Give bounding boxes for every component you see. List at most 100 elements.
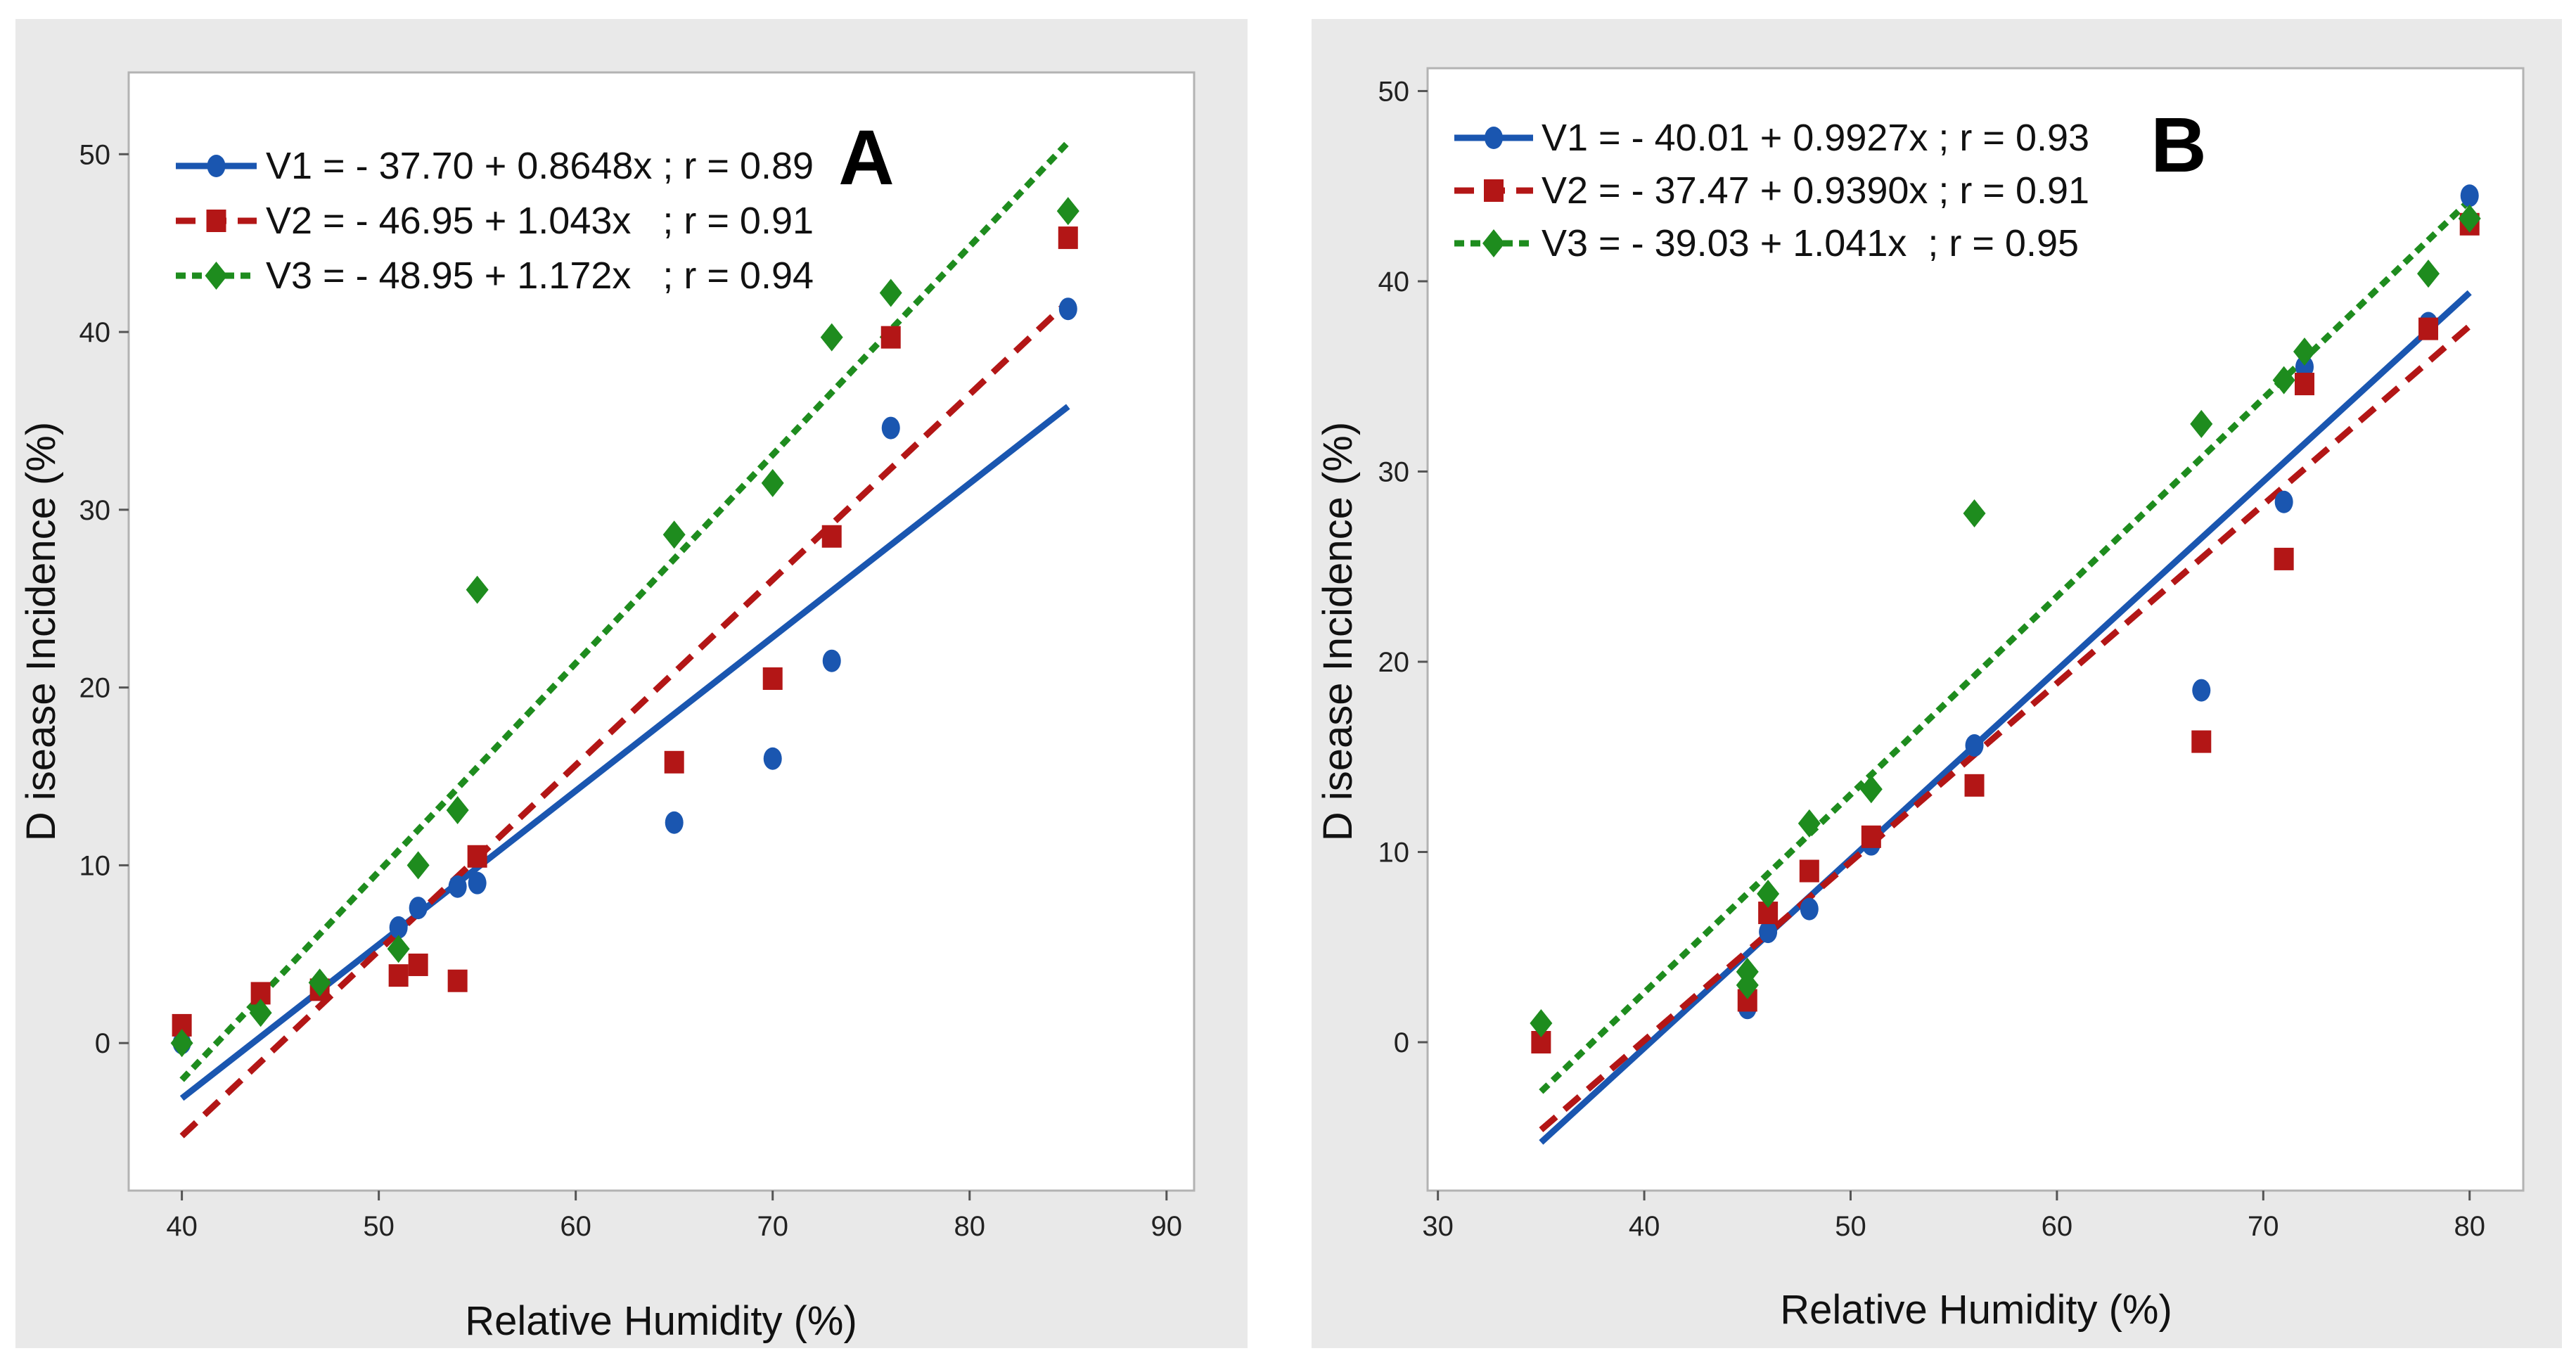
panel-a-y-tick-label: 50 [79,139,111,170]
panel-a-v1-point [822,649,841,672]
panel-a-v3-regression-line [179,140,1071,1082]
panel-a-v2-point [880,326,901,349]
panel-a-x-tick-label: 70 [757,1211,788,1242]
panel-b-v3-point [1757,880,1780,909]
panel-a-legend-marker-v3 [205,262,228,290]
panel-b-v2-point [2294,373,2314,396]
panel-a-v3-point [466,575,489,604]
panel-a-legend-marker-v1 [207,155,226,177]
panel-b-y-tick-label: 20 [1378,647,1410,678]
panel-a-x-tick-label: 60 [560,1211,591,1242]
panel-b-v2-point [2191,730,2212,753]
panel-a-v1-point [881,416,900,440]
panel-b-v3-point [2293,338,2316,366]
panel-a-v3-point [387,935,410,963]
panel-a-label: A [838,115,894,201]
panel-b-data-points [1530,184,2481,1054]
panel-b-v1-regression-line [1539,290,2472,1145]
panel-a-v3-point [308,968,331,997]
panel-b-y-tick-label: 0 [1394,1027,1409,1058]
panel-a-v2-point [388,964,409,987]
panel-b-v3-point [2190,409,2213,438]
panel-a-v2-point [1058,226,1078,250]
panel-b-ticks: 30 40 50 60 70 80 0 10 20 30 40 50 [1378,76,2485,1242]
panel-b-v1-point [2460,184,2479,207]
panel-a-v3-point [820,323,843,352]
panel-b-v1-point [1759,921,1778,944]
panel-a-v3-point [1056,197,1079,226]
panel-a-legend-marker-v2 [206,210,226,232]
panel-a-ticks: 40 50 60 70 80 90 0 10 20 30 40 50 [79,139,1183,1242]
panel-a-v3-point [662,520,686,549]
panel-b-v3-point [2417,259,2440,288]
panel-a-y-tick-label: 40 [79,317,111,348]
panel-b-legend-label-v1: V1 = - 40.01 + 0.9927x ; r = 0.93 [1542,117,2089,159]
panel-a-y-tick-label: 10 [79,850,111,881]
panel-a-v2-point [664,750,684,774]
panel-b-y-tick-label: 50 [1378,76,1410,107]
panel-a-v1-point [389,916,408,939]
panel-b-legend-marker-v3 [1482,229,1505,257]
panel-b-v1-point [1800,897,1819,921]
panel-a-x-tick-label: 40 [166,1211,198,1242]
panel-a-v2-point [447,969,468,992]
panel-a-v1-point [763,747,782,770]
panel-b-x-tick-label: 80 [2454,1211,2485,1242]
panel-b-y-tick-label: 40 [1378,267,1410,297]
panel-a-v3-point [446,796,469,825]
panel-a-v3-point [249,999,272,1027]
panel-a-legend: V1 = - 37.70 + 0.8648x ; r = 0.89 V2 = - … [176,145,814,297]
panel-b-v3-point [1736,957,1759,986]
panel-b-y-axis-title: D isease Incidence (%) [1315,422,1361,841]
panel-a-v2-point [408,953,428,976]
panel-a-v1-point [448,875,467,898]
panel-b-v3-point [1530,1008,1553,1037]
panel-b-legend-marker-v2 [1484,179,1504,202]
panel-a-v2-point [821,525,842,548]
panel-a-v3-point [879,278,902,307]
panel-a-legend-label-v2: V2 = - 46.95 + 1.043x ; r = 0.91 [266,200,814,242]
panel-a-legend-label-v3: V3 = - 48.95 + 1.172x ; r = 0.94 [266,255,814,297]
panel-a-v1-point [409,897,428,920]
panel-b-v2-point [1964,774,1985,797]
panel-b-plot-area [1426,67,2525,1192]
panel-b-x-tick-label: 50 [1835,1211,1866,1242]
panel-a-x-tick-label: 80 [954,1211,986,1242]
panel-b-x-axis-title: Relative Humidity (%) [1780,1287,2172,1333]
panel-b-x-tick-label: 70 [2248,1211,2279,1242]
panel-b-x-tick-label: 60 [2042,1211,2073,1242]
panel-b-v3-point [2458,204,2481,233]
panel-b-x-tick-label: 30 [1422,1211,1454,1242]
panel-b-x-tick-label: 40 [1629,1211,1660,1242]
panel-b-y-tick-label: 30 [1378,456,1410,487]
panel-b-v2-point [1799,859,1819,883]
panel-a-x-axis-title: Relative Humidity (%) [465,1298,857,1344]
panel-a-y-tick-label: 20 [79,673,111,704]
panel-b-v3-point [1963,499,1986,527]
panel-b-label: B [2151,102,2206,188]
panel-a-v3-point [406,851,430,880]
panel-a-v1-point [665,811,684,834]
panel-a-data-points [170,197,1079,1058]
panel-a: 40 50 60 70 80 90 0 10 20 30 40 50 V1 = - 37.70 + 0… [15,19,1248,1348]
panel-a-v3-point [170,1029,193,1058]
panel-b-legend: V1 = - 40.01 + 0.9927x ; r = 0.93 V2 = - … [1454,117,2089,264]
panel-b-v1-point [2295,355,2314,378]
panel-a-x-tick-label: 50 [363,1211,395,1242]
panel-a-x-tick-label: 90 [1151,1211,1183,1242]
panel-b-v2-point [1861,825,1881,848]
panel-b-legend-label-v3: V3 = - 39.03 + 1.041x ; r = 0.95 [1542,222,2079,264]
panel-b: 30 40 50 60 70 80 0 10 20 30 40 50 V1 = - 40.01 + 0… [1312,19,2562,1348]
panel-b-regression-lines [1539,198,2472,1145]
panel-a-v2-point [762,667,783,690]
panel-b-v3-point [1859,775,1883,804]
panel-a-v1-point [468,871,487,895]
panel-b-v2-point [2418,317,2439,340]
panel-a-v3-point [761,468,784,497]
panel-b-v2-regression-line [1539,323,2472,1132]
panel-a-y-tick-label: 30 [79,495,111,526]
panel-b-v1-point [2192,679,2211,702]
panel-b-v1-point [2274,490,2293,513]
panel-b-v3-point [1798,809,1821,838]
panel-b-v2-point [2274,547,2294,570]
